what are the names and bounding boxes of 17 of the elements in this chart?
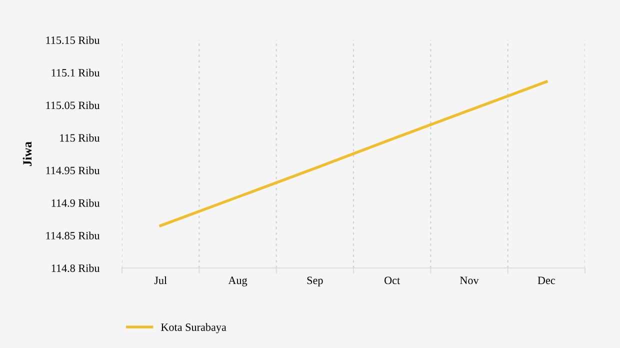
x-tick-label: Oct <box>384 276 400 284</box>
x-tick-label: Dec <box>538 276 556 284</box>
y-tick-label: 114.95 Ribu <box>46 166 100 174</box>
x-tick-label: Aug <box>228 276 248 286</box>
y-tick-label: 114.9 Ribu <box>52 199 100 207</box>
y-tick-label: 115 Ribu <box>60 134 100 142</box>
y-tick-label: 115.1 Ribu <box>52 68 100 77</box>
y-tick-label: 115.15 Ribu <box>46 36 100 44</box>
x-tick-label: Sep <box>307 276 323 286</box>
y-tick-label: 115.05 Ribu <box>46 101 100 110</box>
x-tick-label: Nov <box>460 276 479 284</box>
x-tick-label: Jul <box>154 276 167 284</box>
line-series <box>159 80 548 228</box>
legend-label: Kota Surabaya <box>161 323 226 334</box>
y-axis-title: Jiwa <box>22 142 32 166</box>
y-tick-label: 114.8 Ribu <box>52 264 100 272</box>
y-tick-label: 114.85 Ribu <box>46 232 100 240</box>
